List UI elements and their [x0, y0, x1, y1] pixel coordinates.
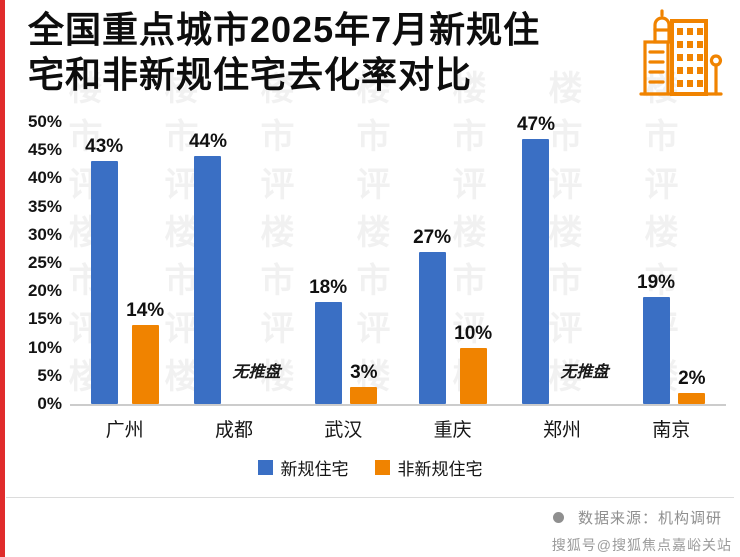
page-title-line1: 全国重点城市2025年7月新规住	[28, 9, 541, 50]
bar-非新规住宅	[678, 392, 706, 404]
bar-group-4: 27% 10%	[398, 227, 507, 404]
y-tick-label: 45%	[27, 140, 62, 160]
legend-item: 非新规住宅	[374, 455, 483, 480]
bar-value-label: 47%	[516, 113, 555, 135]
x-axis-label: 郑州	[542, 420, 581, 441]
bar-非新规住宅	[459, 347, 487, 404]
bar-新规住宅	[314, 302, 342, 404]
bar-column: 47%	[517, 114, 555, 404]
bar-value-label: 44%	[188, 130, 227, 152]
bar-value-label: 2%	[678, 367, 706, 389]
x-axis-label: 重庆	[433, 420, 472, 441]
legend-item: 新规住宅	[257, 455, 349, 480]
bar-新规住宅	[418, 251, 446, 404]
legend-swatch-icon	[257, 460, 273, 475]
bar-column: 43%	[85, 136, 123, 404]
x-axis-label: 广州	[105, 420, 144, 441]
bar-value-label: 10%	[454, 322, 493, 344]
y-tick-label: 20%	[27, 281, 62, 301]
legend-label: 新规住宅	[280, 460, 349, 479]
y-tick-label: 15%	[27, 309, 62, 329]
plot-wrap: 43% 14% 44% 无推盘 18% 3% 27% 10% 47% 无推盘 19% 2% 广州 成都 武…	[70, 114, 726, 442]
bar-column: 10%	[454, 323, 492, 404]
bar-group-6: 19% 2%	[617, 272, 726, 404]
y-tick-label: 30%	[27, 224, 62, 244]
bar-column: 27%	[413, 227, 451, 404]
x-axis-label: 南京	[652, 420, 691, 441]
legend-swatch-icon	[374, 460, 390, 475]
y-tick-label: 10%	[27, 337, 62, 357]
bar-group-5: 47% 无推盘	[507, 114, 616, 404]
bar-新规住宅	[642, 296, 670, 404]
bar-chart: 50% 45% 40% 35% 30% 25% 20% 15% 10% 5% 0% 43% 14% 44…	[24, 112, 726, 442]
y-tick-label: 50%	[27, 112, 62, 131]
bar-column: 3%	[350, 362, 378, 404]
bar-非新规住宅	[350, 387, 378, 404]
bar-新规住宅	[194, 155, 222, 404]
bar-value-label: 18%	[309, 277, 348, 299]
y-tick-label: 35%	[27, 196, 62, 216]
data-source: 数据来源：机构调研	[552, 507, 722, 528]
x-axis-labels: 广州 成都 武汉 重庆 郑州 南京	[70, 406, 726, 442]
bar-column: 19%	[637, 272, 675, 404]
page-title: 全国重点城市2025年7月新规住 宅和非新规住宅去化率对比	[28, 8, 628, 97]
bar-新规住宅	[90, 161, 118, 404]
footer-divider	[6, 497, 734, 498]
bar-非新规住宅	[131, 325, 159, 404]
bar-group-1: 43% 14%	[70, 136, 179, 404]
bar-column: 18%	[309, 277, 347, 404]
plot-area: 43% 14% 44% 无推盘 18% 3% 27% 10% 47% 无推盘 19% 2%	[70, 114, 726, 406]
legend: 新规住宅 非新规住宅	[0, 455, 740, 480]
bar-value-label: 3%	[350, 362, 378, 384]
y-tick-label: 5%	[37, 365, 62, 385]
x-axis-label: 成都	[214, 420, 253, 441]
bar-group-3: 18% 3%	[289, 277, 398, 404]
buildings-icon	[626, 6, 726, 106]
y-axis: 50% 45% 40% 35% 30% 25% 20% 15% 10% 5% 0%	[24, 112, 70, 413]
bar-value-label: 19%	[637, 271, 676, 293]
y-tick-label: 40%	[27, 168, 62, 188]
no-launch-label: 无推盘	[232, 364, 281, 381]
left-red-stripe	[0, 0, 5, 557]
bar-value-label: 43%	[85, 136, 124, 158]
no-launch-label: 无推盘	[560, 364, 609, 381]
legend-label: 非新规住宅	[397, 460, 483, 479]
bar-column: 14%	[126, 300, 164, 404]
bar-column: 44%	[189, 131, 227, 404]
bar-value-label: 27%	[413, 226, 452, 248]
y-tick-label: 0%	[37, 394, 62, 413]
x-axis-label: 武汉	[324, 420, 363, 441]
page-title-line2: 宅和非新规住宅去化率对比	[28, 53, 473, 95]
sohu-watermark: 搜狐号@搜狐焦点嘉峪关站	[551, 537, 732, 553]
y-tick-label: 25%	[27, 253, 62, 272]
bar-group-2: 44% 无推盘	[179, 131, 288, 404]
bar-column: 2%	[678, 367, 706, 404]
bar-value-label: 14%	[126, 300, 165, 322]
data-source-text: 数据来源：机构调研	[577, 510, 722, 527]
bullet-dot-icon	[552, 512, 564, 523]
bar-新规住宅	[522, 138, 550, 404]
